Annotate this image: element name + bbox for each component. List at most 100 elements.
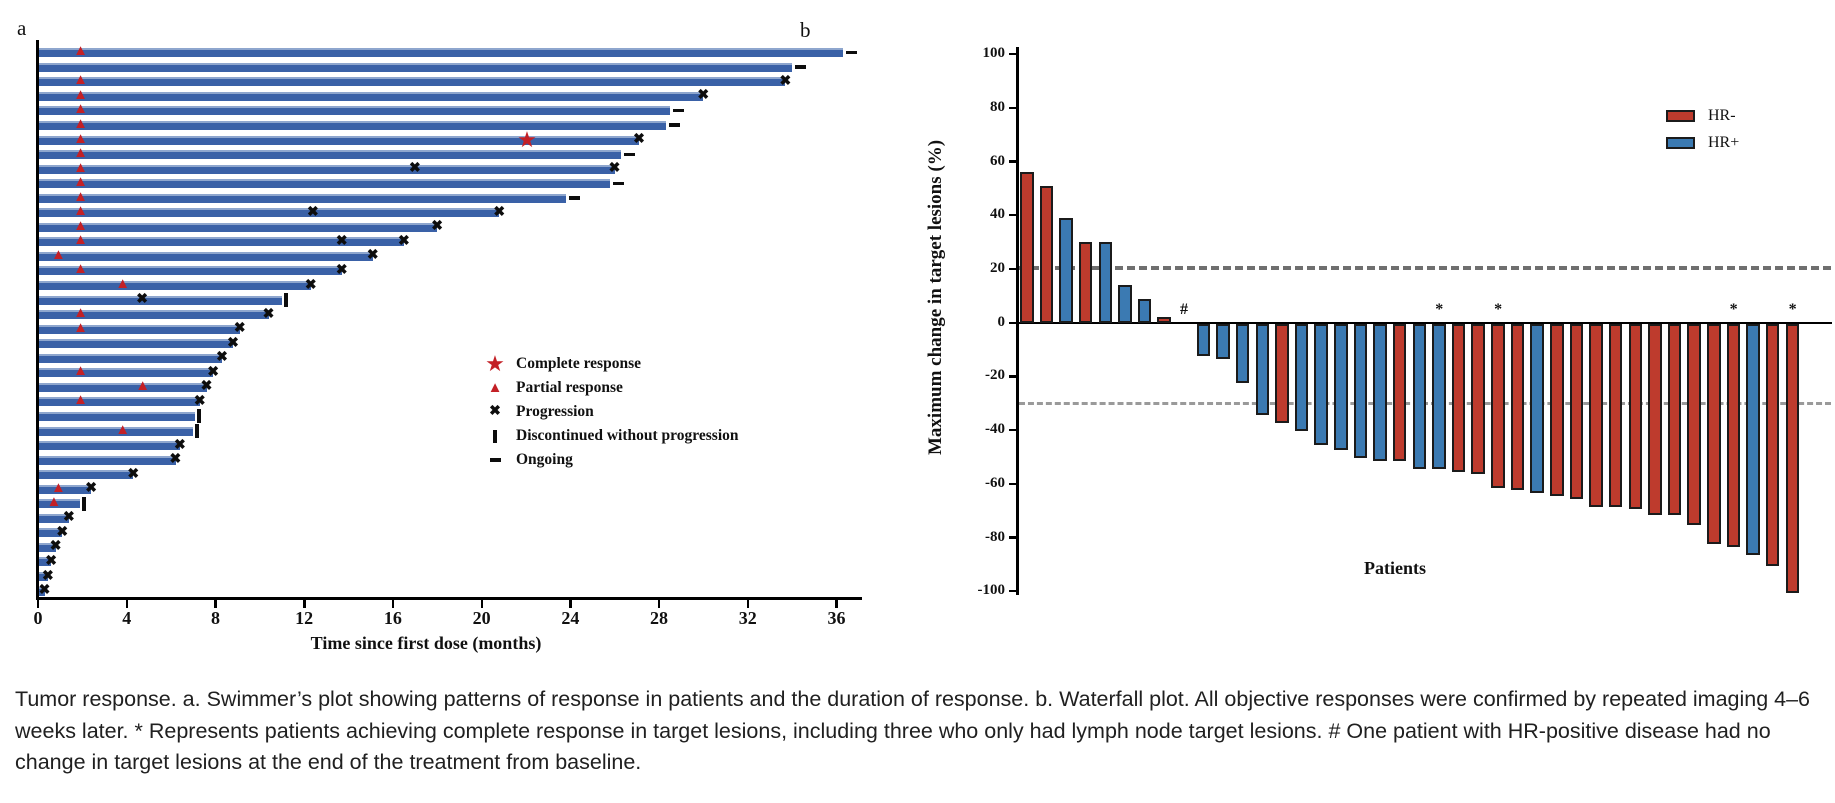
x-tick <box>480 600 483 608</box>
swimmer-bar <box>39 48 844 58</box>
y-tick <box>1009 267 1017 271</box>
legend-item-hr-negative: HR- <box>1666 102 1739 129</box>
x-tick <box>303 600 306 608</box>
y-tick <box>1009 590 1017 593</box>
swimmer-bar <box>39 281 311 290</box>
swimmer-bar <box>39 339 234 349</box>
waterfall-bar <box>1078 242 1093 323</box>
panel-a-y-axis <box>36 40 39 599</box>
waterfall-bar <box>1707 324 1721 545</box>
swimmer-bar <box>39 324 240 334</box>
progression-x-icon: ✖ <box>169 452 182 468</box>
swimmer-bar <box>39 208 500 218</box>
progression-x-icon: ✖ <box>493 204 506 220</box>
x-tick <box>658 600 661 608</box>
progression-x-icon: ✖ <box>193 393 206 409</box>
y-tick <box>1009 106 1017 110</box>
swimmer-bar <box>39 266 342 276</box>
partial-response-triangle-icon: ▲ <box>115 276 131 292</box>
waterfall-bar <box>1255 324 1270 416</box>
swimmer-bar <box>39 193 566 203</box>
x-tick <box>214 600 217 608</box>
x-tick-label: 12 <box>295 608 314 628</box>
progression-x-icon: ✖ <box>697 88 710 104</box>
partial-response-triangle-icon: ▲ <box>73 115 88 132</box>
legend-item-hr-positive: HR+ <box>1666 129 1739 156</box>
x-tick-label: 32 <box>738 608 757 628</box>
partial-response-triangle-icon: ▲ <box>73 86 88 103</box>
swimmer-bar <box>39 222 438 232</box>
complete-response-star-icon: ★ <box>517 127 537 152</box>
discontinued-bar-icon <box>197 409 202 424</box>
waterfall-bar <box>1098 242 1113 323</box>
partial-response-triangle-icon: ▲ <box>487 379 503 396</box>
swimmer-bar <box>39 368 214 378</box>
waterfall-bar <box>1412 324 1427 469</box>
x-tick-label: 8 <box>210 608 220 628</box>
waterfall-bar <box>1451 324 1466 472</box>
ongoing-dash-icon <box>673 108 685 113</box>
x-tick-label: 24 <box>561 608 580 628</box>
swimmer-bar <box>39 557 52 567</box>
progression-x-icon: ✖ <box>335 233 348 249</box>
swimmer-bar <box>39 572 48 581</box>
legend-item-discontinued: Discontinued without progression <box>484 424 739 448</box>
panel-a-x-axis <box>36 597 862 600</box>
ongoing-dash-icon <box>484 458 506 462</box>
hr-positive-swatch <box>1666 136 1695 149</box>
waterfall-bar <box>1020 172 1034 323</box>
waterfall-bar <box>1510 324 1525 491</box>
waterfall-bar <box>1746 324 1760 555</box>
swimmer-bar <box>39 455 176 465</box>
waterfall-bar <box>1392 324 1407 461</box>
waterfall-bar <box>1137 298 1152 323</box>
ongoing-dash-icon <box>668 123 680 128</box>
waterfall-bar <box>1589 324 1603 507</box>
ongoing-dash-icon <box>624 152 636 157</box>
y-tick <box>1009 375 1017 378</box>
progression-x-icon: ✖ <box>262 306 275 322</box>
swimmer-bar <box>39 513 70 523</box>
swimmer-bar <box>39 528 63 538</box>
partial-response-triangle-icon: ▲ <box>73 217 88 234</box>
figure-caption: Tumor response. a. Swimmer’s plot showin… <box>15 687 1811 774</box>
waterfall-bar <box>1785 324 1800 593</box>
x-tick <box>835 600 838 608</box>
hr-negative-swatch <box>1666 109 1695 122</box>
y-tick-label: -20 <box>985 367 1005 384</box>
x-tick <box>746 600 750 608</box>
progression-x-icon: ✖ <box>216 350 228 366</box>
x-tick-label: 28 <box>650 608 669 628</box>
discontinued-bar-icon <box>82 496 87 511</box>
panel-b-zero-line <box>1016 321 1832 325</box>
complete-response-asterisk: * <box>1729 300 1738 318</box>
y-tick <box>1009 536 1017 539</box>
partial-response-triangle-icon: ▲ <box>73 188 88 205</box>
y-tick <box>1009 160 1017 163</box>
progression-x-icon: ✖ <box>304 277 317 293</box>
waterfall-bar <box>1039 185 1054 323</box>
panel-a-legend: ★ Complete response ▲ Partial response ✖… <box>484 352 739 472</box>
partial-response-triangle-icon: ▲ <box>73 392 88 409</box>
waterfall-bar <box>1216 324 1230 359</box>
progression-x-icon: ✖ <box>431 219 443 235</box>
waterfall-bar <box>1667 324 1682 515</box>
progression-x-icon: ✖ <box>200 379 213 395</box>
legend-item-progression: ✖ Progression <box>484 400 739 424</box>
ongoing-dash-icon <box>568 196 580 200</box>
partial-response-triangle-icon: ▲ <box>73 363 88 380</box>
complete-response-asterisk: * <box>1494 300 1503 318</box>
waterfall-bar <box>1059 217 1073 323</box>
x-tick-label: 36 <box>827 608 846 628</box>
swimmer-bar <box>39 310 269 320</box>
waterfall-bar <box>1608 324 1623 507</box>
partial-response-triangle-icon: ▲ <box>73 305 88 322</box>
swimmer-bar <box>39 91 704 101</box>
partial-response-triangle-icon: ▲ <box>46 494 62 511</box>
progression-x-icon: ✖ <box>779 73 792 89</box>
waterfall-bar <box>1334 324 1348 451</box>
y-tick-label: -40 <box>985 421 1005 438</box>
x-tick-label: 20 <box>472 608 491 628</box>
